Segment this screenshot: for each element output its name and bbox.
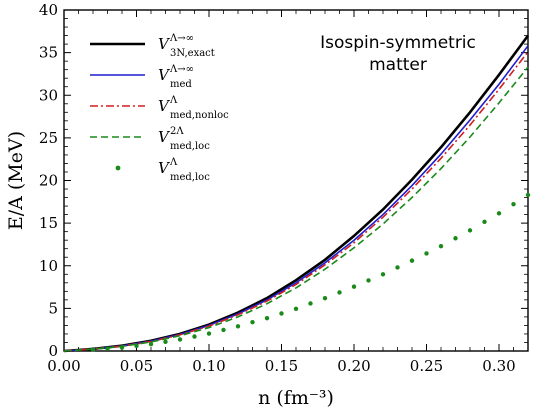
x-tick-label: 0.00: [47, 357, 80, 375]
legend-sup-5: Λ: [169, 157, 178, 168]
legend-sup-2: Λ→∞: [169, 64, 194, 75]
series-point-5: [322, 295, 328, 301]
y-axis-title: E/A (MeV): [5, 131, 27, 230]
annotation-line: Isospin-symmetric: [320, 33, 476, 53]
x-tick-label: 0.25: [410, 357, 443, 375]
legend-label-4: V: [158, 128, 171, 146]
x-tick-label: 0.20: [337, 357, 370, 375]
y-tick-label: 10: [39, 257, 58, 275]
legend-sup-1: Λ→∞: [169, 33, 194, 44]
legend-label-3: V: [158, 97, 171, 115]
x-tick-label: 0.30: [482, 357, 515, 375]
series-point-5: [148, 341, 154, 347]
series-point-5: [293, 306, 299, 312]
legend-sub-1: 3N,exact: [170, 48, 215, 59]
series-point-5: [264, 315, 270, 321]
series-point-5: [424, 251, 429, 256]
series-point-5: [482, 219, 487, 225]
legend-marker-5: [115, 165, 121, 171]
series-point-5: [351, 284, 357, 289]
series-point-5: [250, 320, 255, 325]
series-point-5: [525, 192, 531, 198]
y-tick-label: 5: [48, 299, 58, 317]
series-point-5: [221, 327, 226, 333]
series-point-5: [279, 311, 284, 316]
series-point-5: [511, 201, 516, 207]
legend-label-2: V: [158, 66, 171, 84]
y-tick-label: 30: [39, 86, 58, 104]
y-tick-label: 25: [39, 129, 58, 147]
series-point-5: [496, 211, 502, 216]
legend-sub-5: med,loc: [170, 172, 210, 183]
y-tick-label: 20: [39, 172, 58, 190]
y-tick-label: 35: [39, 44, 58, 62]
x-tick-label: 0.15: [265, 357, 298, 375]
legend-sup-4: 2Λ: [170, 126, 184, 137]
series-point-5: [163, 339, 168, 345]
series-line-2: [63, 45, 529, 352]
series-point-5: [206, 331, 212, 336]
series-line-1: [63, 34, 530, 353]
series-point-5: [119, 345, 125, 350]
series-point-5: [192, 334, 197, 339]
series-point-5: [380, 272, 386, 277]
series-point-5: [177, 337, 183, 342]
x-axis-title: n (fm⁻³): [258, 387, 334, 409]
series-point-5: [409, 258, 415, 263]
x-tick-label: 0.10: [192, 357, 225, 375]
series-point-5: [308, 301, 313, 306]
legend-sub-4: med,loc: [170, 141, 210, 152]
series-point-5: [438, 243, 444, 249]
series-point-5: [453, 236, 458, 241]
y-tick-label: 40: [39, 1, 58, 19]
y-tick-label: 0: [48, 342, 58, 360]
y-tick-label: 15: [39, 214, 58, 232]
series-point-5: [366, 278, 371, 283]
series-point-5: [337, 290, 342, 295]
series-point-5: [467, 228, 473, 233]
legend-label-1: V: [158, 35, 171, 53]
plot-frame: [63, 9, 529, 352]
x-tick-label: 0.05: [120, 357, 153, 375]
series-point-5: [235, 324, 241, 329]
series-point-5: [134, 343, 139, 349]
series-point-5: [105, 346, 110, 351]
series-line-4: [63, 66, 529, 352]
series-line-3: [63, 51, 529, 352]
legend-sub-2: med: [170, 79, 192, 90]
series-point-5: [395, 265, 400, 270]
legend-sub-3: med,nonloc: [170, 110, 229, 121]
legend-label-5: V: [158, 159, 171, 177]
series-point-5: [90, 347, 96, 352]
annotation-line: matter: [369, 55, 427, 75]
legend-sup-3: Λ: [169, 95, 178, 106]
